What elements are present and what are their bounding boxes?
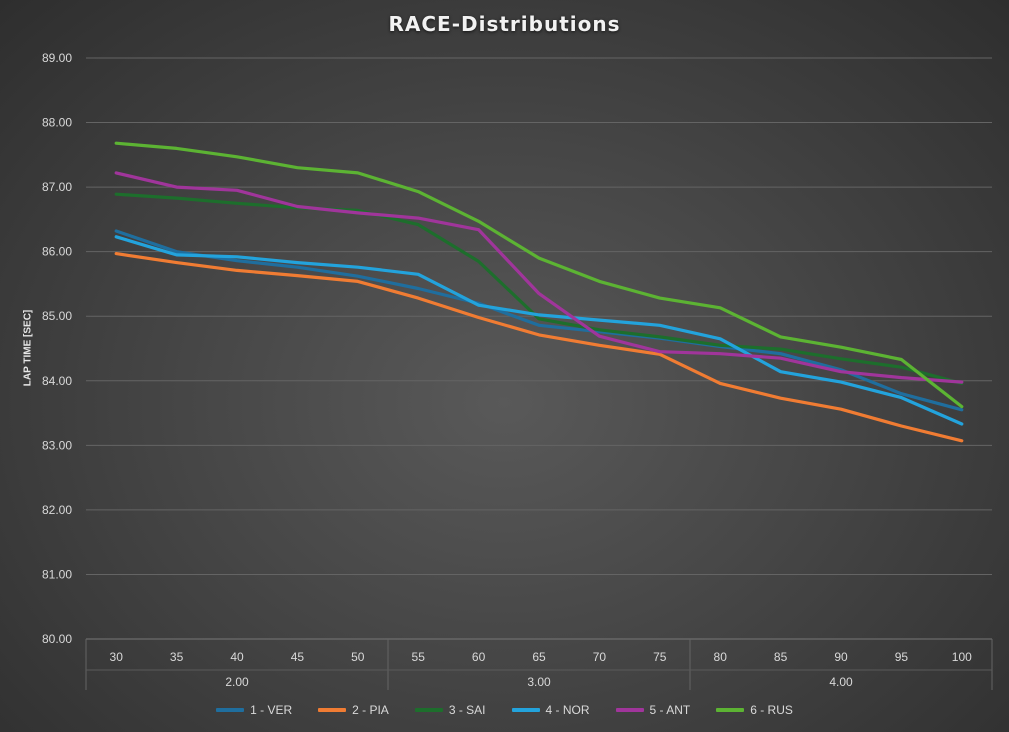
x-tick-label: 95 (895, 650, 909, 664)
x-tick-label: 90 (834, 650, 848, 664)
x-tick-label: 65 (532, 650, 546, 664)
series-line-ant (114, 171, 964, 384)
legend-item: 6 - RUS (716, 703, 793, 717)
legend-item: 3 - SAI (414, 703, 486, 717)
y-tick-label: 86.00 (42, 245, 72, 259)
series-line-ver (114, 229, 964, 412)
series-line-nor (114, 235, 964, 426)
x-tick-label: 70 (593, 650, 607, 664)
legend-label: 1 - VER (250, 703, 293, 717)
legend-label: 6 - RUS (750, 703, 793, 717)
legend-item: 4 - NOR (511, 703, 590, 717)
y-tick-label: 87.00 (42, 180, 72, 194)
x-tick-label: 55 (412, 650, 426, 664)
legend-label: 2 - PIA (352, 703, 389, 717)
legend-label: 3 - SAI (448, 703, 486, 717)
x-tick-label: 60 (472, 650, 486, 664)
x-group-label: 4.00 (829, 675, 853, 689)
x-tick-label: 35 (170, 650, 184, 664)
y-tick-label: 88.00 (42, 116, 72, 130)
x-tick-label: 50 (351, 650, 365, 664)
x-tick-label: 85 (774, 650, 788, 664)
legend-label: 4 - NOR (545, 703, 590, 717)
y-tick-label: 84.00 (42, 374, 72, 388)
x-tick-label: 75 (653, 650, 667, 664)
legend-swatch (414, 708, 443, 712)
y-tick-label: 89.00 (42, 51, 72, 65)
x-tick-label: 80 (714, 650, 728, 664)
y-tick-label: 80.00 (42, 632, 72, 646)
legend-swatch (716, 708, 745, 712)
series-line-sai (114, 192, 964, 385)
x-tick-label: 30 (110, 650, 124, 664)
legend-item: 5 - ANT (615, 703, 691, 717)
legend-swatch (318, 708, 347, 712)
y-tick-label: 82.00 (42, 503, 72, 517)
series-line-pia (114, 252, 964, 443)
legend-swatch (216, 708, 245, 712)
x-tick-label: 40 (230, 650, 244, 664)
plot-area: 80.00 81.00 82.00 83.00 84.00 85.00 86.00 87.00… (42, 51, 993, 690)
y-tick-label: 83.00 (42, 438, 72, 452)
legend-swatch (615, 708, 644, 712)
x-tick-label: 100 (952, 650, 972, 664)
legend: 1 - VER 2 - PIA 3 - SAI 4 - NOR 5 - ANT 6 - R… (0, 703, 1009, 717)
chart-title: RACE-Distributions (388, 12, 621, 36)
legend-item: 1 - VER (216, 703, 292, 717)
legend-swatch (511, 708, 540, 712)
x-tick-label: 45 (291, 650, 305, 664)
x-group-label: 2.00 (225, 675, 249, 689)
legend-item: 2 - PIA (318, 703, 389, 717)
legend-label: 5 - ANT (649, 703, 691, 717)
series-line-rus (114, 141, 964, 409)
y-tick-label: 85.00 (42, 309, 72, 323)
x-group-label: 3.00 (527, 675, 551, 689)
y-tick-label: 81.00 (42, 567, 72, 581)
